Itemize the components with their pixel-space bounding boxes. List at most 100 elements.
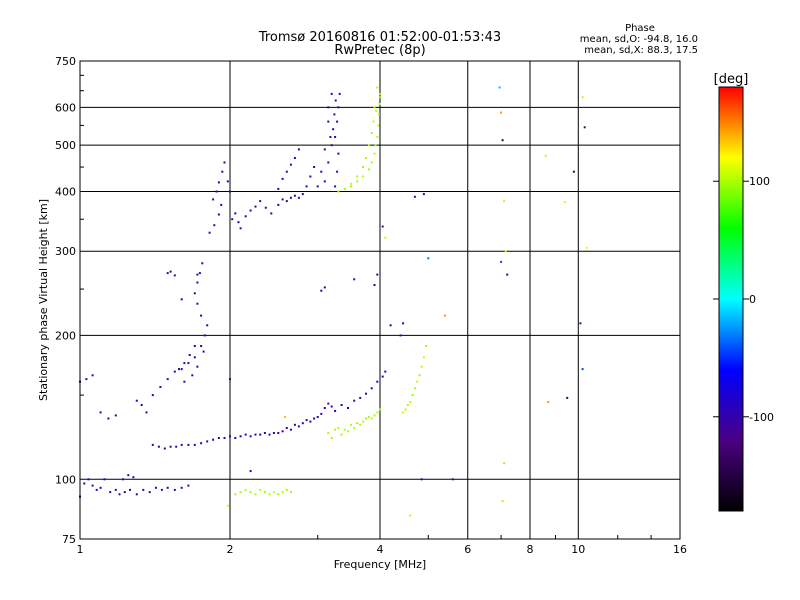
data-point: [305, 419, 308, 422]
data-point: [409, 401, 412, 404]
data-point: [370, 161, 373, 164]
data-point: [330, 92, 333, 95]
data-point: [301, 422, 304, 425]
data-point: [263, 432, 266, 434]
data-point: [148, 491, 151, 494]
data-point: [229, 378, 231, 381]
y-tick-label: 600: [55, 101, 76, 114]
data-point: [500, 111, 503, 114]
data-point: [180, 486, 183, 489]
chart-title: Tromsø 20160816 01:52:00-01:53:43: [258, 30, 501, 45]
data-point: [234, 437, 237, 439]
data-point: [356, 422, 359, 425]
data-point: [289, 163, 292, 166]
data-point: [330, 144, 333, 147]
data-point: [213, 224, 216, 227]
data-point: [254, 493, 257, 496]
colorbar-tick-label: 0: [749, 293, 756, 306]
data-point: [416, 380, 419, 383]
data-point: [244, 215, 247, 218]
data-point: [180, 443, 183, 446]
data-point: [373, 152, 376, 155]
data-point: [193, 292, 196, 295]
data-point: [249, 491, 252, 494]
data-point: [402, 322, 405, 325]
data-point: [212, 198, 215, 201]
data-point: [367, 168, 370, 171]
data-point: [259, 488, 262, 491]
data-point: [277, 493, 280, 496]
data-point: [281, 177, 284, 180]
data-point: [175, 445, 178, 448]
data-point: [343, 428, 346, 431]
data-point: [316, 185, 319, 188]
data-point: [402, 411, 405, 414]
data-point: [151, 394, 154, 397]
data-point: [163, 447, 166, 450]
data-point: [277, 187, 280, 190]
data-point: [196, 281, 199, 284]
data-point: [201, 262, 204, 265]
data-point: [173, 488, 176, 491]
data-point: [406, 404, 409, 406]
data-point: [99, 486, 102, 489]
data-point: [330, 405, 333, 408]
data-point: [145, 411, 148, 414]
data-point: [196, 273, 199, 276]
data-point: [239, 435, 242, 438]
data-point: [135, 493, 138, 496]
x-tick-label: 2: [227, 543, 234, 556]
stats-heading: Phase: [625, 23, 655, 34]
data-point: [226, 180, 229, 183]
data-point: [353, 278, 356, 281]
data-point: [572, 170, 575, 173]
data-point: [356, 175, 359, 178]
x-tick-label: 16: [673, 543, 687, 556]
data-point: [231, 218, 234, 221]
data-point: [375, 109, 378, 112]
data-point: [372, 120, 375, 123]
data-point: [338, 92, 341, 95]
data-point: [200, 314, 203, 317]
data-point: [320, 170, 323, 173]
data-point: [581, 96, 584, 99]
data-point: [166, 378, 169, 381]
data-point: [384, 236, 387, 239]
data-point: [229, 190, 231, 193]
data-point: [563, 201, 566, 204]
data-point: [234, 493, 237, 496]
data-point: [268, 433, 271, 436]
plot-grid: [80, 61, 680, 539]
data-point: [418, 374, 421, 377]
data-point: [249, 435, 252, 438]
data-point: [443, 314, 446, 317]
data-point: [114, 414, 117, 417]
data-point: [376, 86, 379, 89]
data-point: [309, 420, 312, 423]
data-point: [320, 289, 323, 292]
data-point: [327, 432, 330, 434]
data-point: [327, 120, 330, 123]
data-point: [132, 476, 135, 479]
data-point: [297, 148, 300, 151]
y-tick-label: 300: [55, 245, 76, 258]
data-point: [293, 423, 296, 426]
data-point: [336, 170, 339, 173]
data-point: [169, 270, 172, 273]
data-point: [337, 427, 340, 429]
data-point: [309, 175, 312, 178]
data-point: [151, 443, 154, 446]
data-point: [187, 443, 190, 446]
data-point: [200, 345, 203, 347]
data-point: [327, 161, 330, 164]
data-point: [259, 200, 262, 203]
data-point: [350, 423, 353, 426]
data-point: [107, 417, 110, 420]
y-axis-ticks: 75 100 200 300 400 500 600 750: [55, 55, 84, 546]
data-point: [99, 411, 102, 414]
data-point: [350, 185, 353, 188]
chart-subtitle: RwPretec (8p): [334, 43, 425, 58]
data-point: [350, 182, 353, 185]
colorbar-tick-label: 100: [749, 175, 770, 188]
